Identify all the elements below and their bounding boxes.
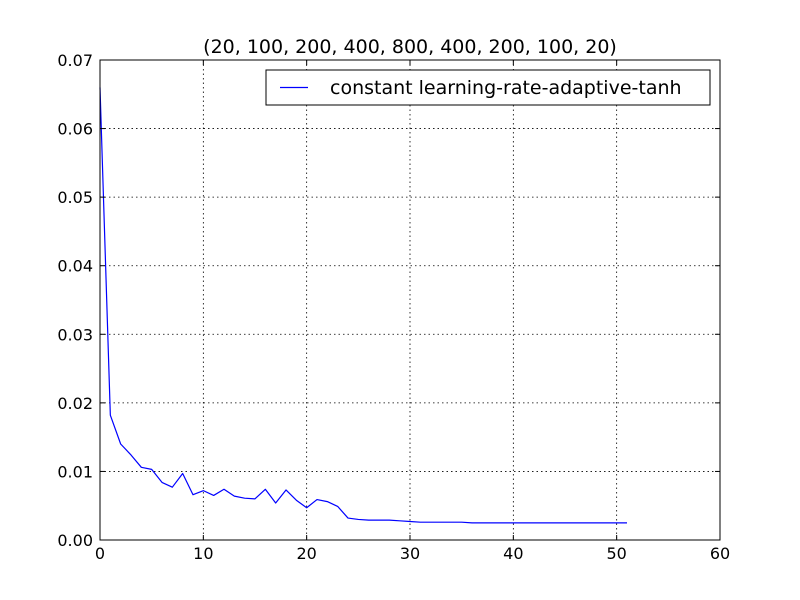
ticks: 0 10 20 30 40 50 60 0.00 0.01 0.02 0.03 0.04 0.05 0.0… bbox=[57, 51, 730, 563]
y-tick-label: 0.03 bbox=[57, 325, 93, 344]
series-layer bbox=[99, 87, 627, 524]
y-tick-label: 0.05 bbox=[57, 188, 93, 207]
x-tick-label: 10 bbox=[193, 544, 213, 563]
grid bbox=[100, 60, 720, 540]
y-tick-label: 0.02 bbox=[57, 394, 93, 413]
y-tick-label: 0.01 bbox=[57, 462, 93, 481]
y-tick-label: 0.07 bbox=[57, 51, 93, 70]
x-tick-label: 60 bbox=[710, 544, 730, 563]
x-tick-label: 40 bbox=[503, 544, 523, 563]
series-line bbox=[99, 87, 627, 524]
x-tick-label: 30 bbox=[400, 544, 420, 563]
x-tick-label: 20 bbox=[296, 544, 316, 563]
y-tick-label: 0.00 bbox=[57, 531, 93, 550]
y-tick-label: 0.06 bbox=[57, 120, 93, 139]
legend-label: constant learning-rate-adaptive-tanh bbox=[330, 77, 682, 99]
chart-title: (20, 100, 200, 400, 800, 400, 200, 100, … bbox=[203, 36, 617, 58]
y-tick-label: 0.04 bbox=[57, 257, 93, 276]
x-tick-label: 0 bbox=[95, 544, 105, 563]
legend: constant learning-rate-adaptive-tanh bbox=[265, 69, 711, 106]
legend-frame bbox=[265, 69, 711, 106]
x-tick-label: 50 bbox=[606, 544, 626, 563]
